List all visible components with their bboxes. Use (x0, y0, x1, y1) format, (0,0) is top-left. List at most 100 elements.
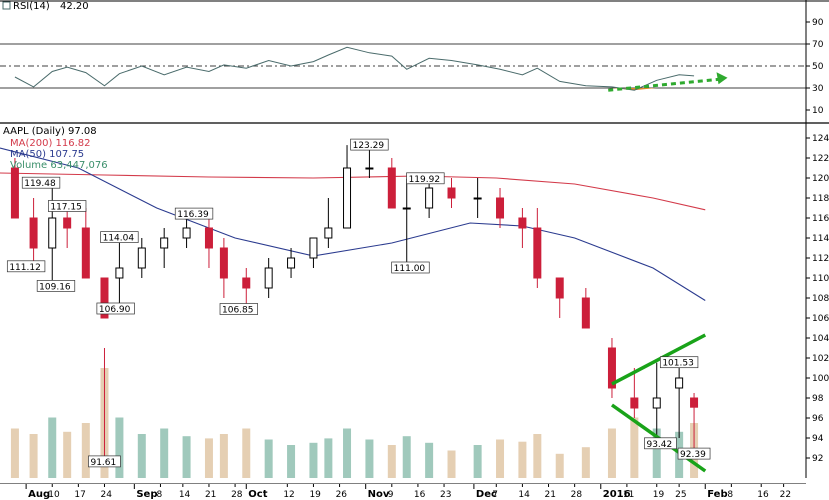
price-label: 106.85 (222, 306, 254, 316)
candle-body (447, 187, 456, 199)
volume-bar (365, 439, 374, 478)
candle-body (518, 217, 527, 229)
volume-bar (630, 417, 639, 478)
candle-body (160, 237, 169, 249)
price-label: 109.16 (39, 282, 71, 292)
x-day-label: 22 (780, 490, 791, 500)
candle-body (533, 227, 542, 279)
candle-body (496, 197, 505, 219)
volume-bar (219, 434, 228, 478)
candle-body (387, 167, 396, 209)
x-day-label: 28 (231, 490, 243, 500)
candle-body (219, 247, 228, 279)
volume-bar (581, 447, 590, 478)
candle-body (10, 167, 19, 219)
price-label-box (644, 437, 677, 450)
price-y-tick-label: 120 (812, 174, 829, 184)
price-y-tick-label: 92 (812, 454, 823, 464)
price-y-tick-label: 94 (812, 434, 824, 444)
price-label: 119.48 (24, 179, 56, 189)
price-label-box (350, 138, 389, 151)
x-month-label: 2016 (603, 489, 631, 500)
volume-bar (555, 453, 564, 478)
price-y-tick-label: 108 (812, 294, 829, 304)
volume-bar (447, 450, 456, 478)
x-day-label: 10 (48, 490, 60, 500)
price-y-tick-label: 96 (812, 414, 824, 424)
volume-bar (137, 434, 146, 478)
x-day-label: 19 (309, 490, 321, 500)
rsi-y-tick-label: 50 (812, 62, 824, 72)
price-label-box (100, 231, 139, 243)
price-label-box (96, 302, 135, 315)
price-legend: AAPL (Daily) 97.08 MA(200) 116.82 MA(50)… (3, 126, 108, 171)
candle-body (100, 277, 109, 319)
candle-body (115, 267, 124, 279)
volume-bar (48, 417, 57, 478)
price-label-box (36, 280, 76, 292)
ma50-line (0, 147, 706, 301)
volume-bar (309, 442, 318, 478)
price-label: 101.53 (662, 359, 694, 369)
price-label: 116.39 (177, 210, 209, 220)
price-label-box (6, 260, 46, 273)
price-y-tick-label: 106 (812, 314, 829, 324)
volume-bar (29, 434, 38, 478)
x-month-label: Nov (368, 489, 390, 500)
price-label-box (21, 176, 61, 189)
volume-bar (115, 417, 124, 478)
x-day-label: 23 (440, 490, 451, 500)
x-day-label: 26 (336, 490, 348, 500)
candle-body (607, 347, 616, 389)
x-day-label: 7 (492, 490, 498, 500)
x-day-label: 21 (545, 490, 556, 500)
price-label: 91.61 (90, 458, 116, 468)
price-label-box (174, 207, 214, 220)
candle-body (402, 207, 411, 210)
rsi-legend: RSI(14) 42.20 (2, 1, 89, 12)
candle-body (137, 247, 146, 269)
candle-body (81, 227, 90, 279)
volume-bar (473, 445, 482, 478)
price-y-tick-label: 104 (812, 334, 829, 344)
rsi-divergence-arrow (608, 77, 720, 92)
price-label: 117.15 (50, 203, 82, 213)
volume-bar (402, 436, 411, 478)
x-day-label: 24 (100, 490, 112, 500)
price-label-box (659, 356, 699, 369)
x-axis: Aug Sep Oct Nov Dec 2016 Feb 10 17 24 8 14 21 28 12 19 2… (0, 483, 829, 500)
x-day-label: 14 (518, 490, 530, 500)
x-axis-band (0, 484, 829, 500)
price-label-box (88, 455, 121, 468)
candle-body (48, 217, 57, 249)
volume-bar (607, 428, 616, 478)
volume-bar (652, 428, 661, 478)
volume-bar (264, 439, 273, 478)
price-label-box (677, 447, 711, 460)
x-day-label: 17 (74, 490, 85, 500)
price-label-box (406, 172, 445, 185)
volume-bar (160, 428, 169, 478)
price-y-tick-label: 112 (812, 254, 829, 264)
volume-bar (287, 445, 296, 478)
rsi-legend-swatch (2, 1, 11, 10)
candle-body (675, 377, 684, 389)
price-label: 111.12 (9, 263, 41, 273)
volume-bar (81, 423, 90, 478)
price-label-box (219, 303, 258, 315)
candle-body (29, 217, 38, 249)
price-label: 111.00 (394, 264, 426, 274)
x-month-label: Sep (136, 489, 157, 500)
x-day-label: 19 (653, 490, 665, 500)
candle-body (652, 397, 661, 409)
rsi-line (14, 46, 695, 91)
rsi-legend-label: RSI(14) (13, 1, 50, 12)
candle-body (242, 277, 251, 289)
volume-bar (343, 428, 352, 478)
x-day-label: 11 (623, 490, 634, 500)
candle-body (204, 227, 213, 249)
candle-body (182, 227, 191, 239)
candle-body (690, 397, 699, 408)
rsi-panel: 90 70 50 30 10 (0, 0, 829, 478)
